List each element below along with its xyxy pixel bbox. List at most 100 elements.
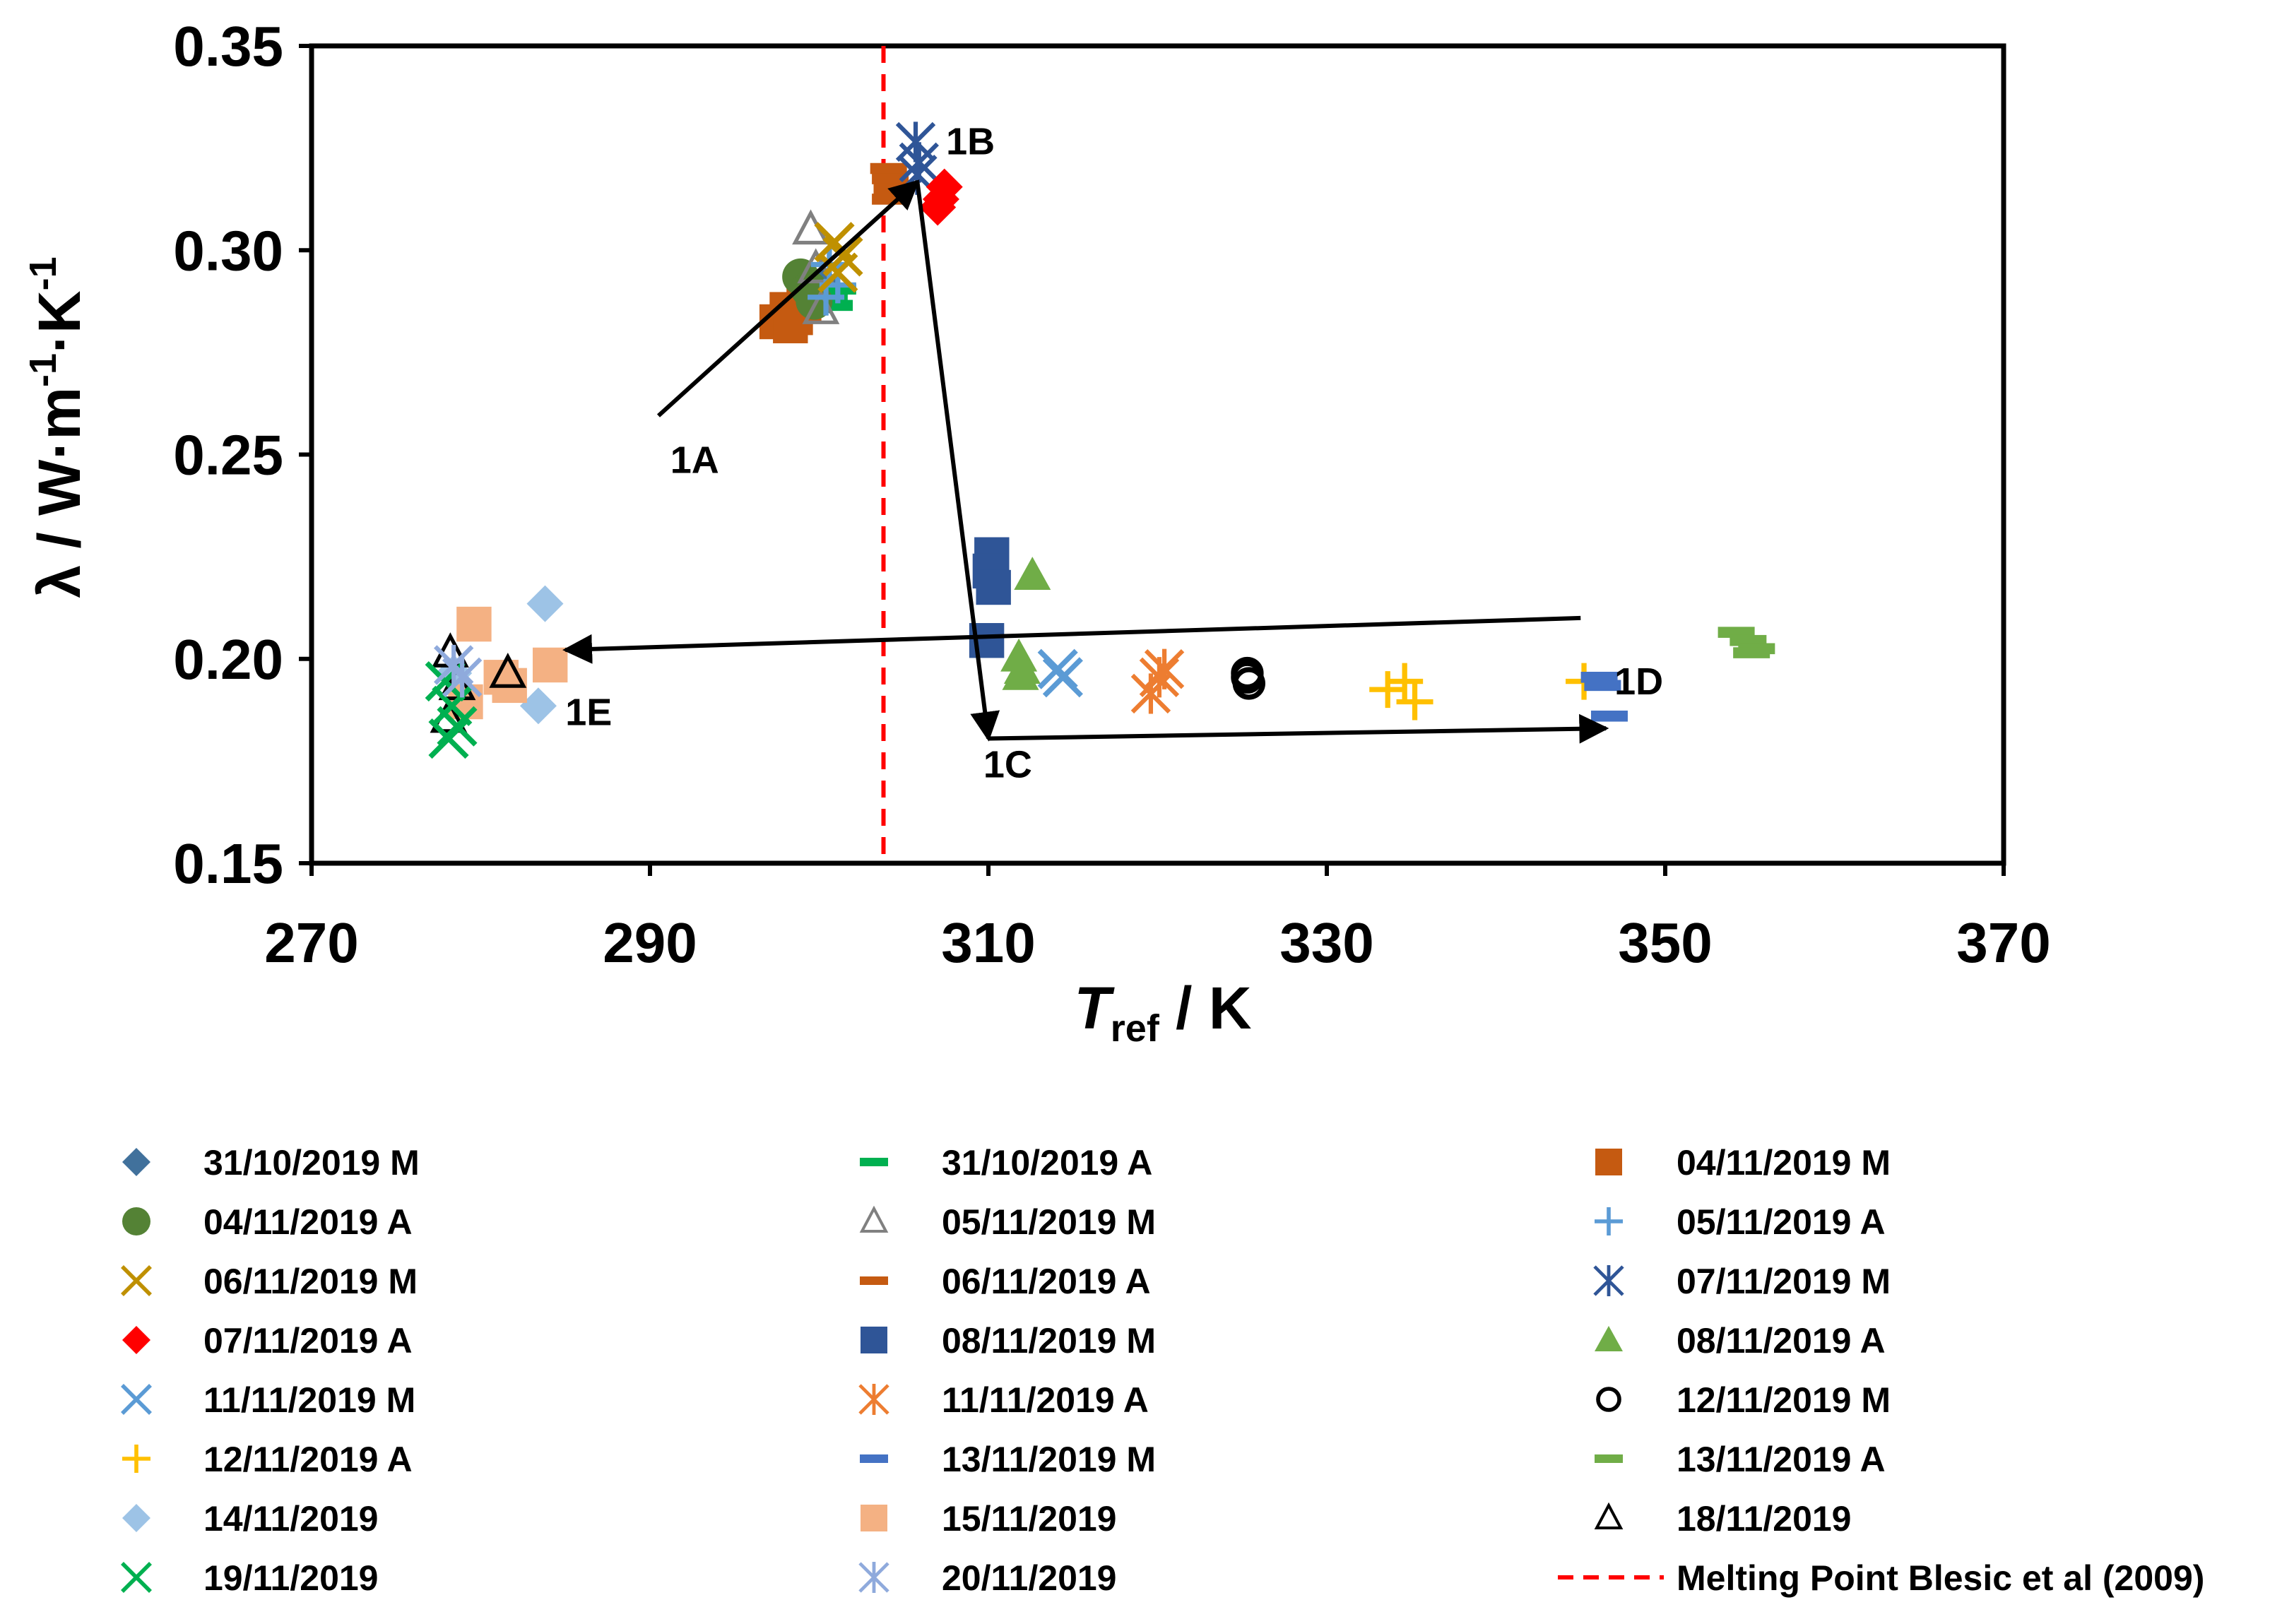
legend-label: 06/11/2019 A [942, 1262, 1151, 1301]
data-point-s12-1 [1042, 657, 1083, 698]
legend-marker [860, 1276, 888, 1285]
data-point-s16-1 [1584, 680, 1621, 692]
legend-item: 04/11/2019 M [1595, 1143, 1891, 1183]
legend-marker [121, 1384, 152, 1415]
legend-marker [861, 1505, 887, 1531]
legend-label: 06/11/2019 M [203, 1262, 418, 1301]
y-tick-label: 0.30 [173, 219, 283, 282]
x-tick-label: 270 [264, 911, 358, 974]
y-axis-ticks: 0.15 0.20 0.25 0.30 0.35 [173, 15, 312, 895]
legend-label: 05/11/2019 M [942, 1202, 1156, 1242]
legend-marker [122, 1207, 150, 1235]
annotation-1b: 1B [946, 120, 995, 162]
annotation-1e: 1E [565, 691, 612, 733]
x-tick-label: 290 [603, 911, 697, 974]
legend-item: 08/11/2019 M [861, 1321, 1156, 1361]
legend-label: 15/11/2019 [942, 1499, 1117, 1539]
legend-item: 18/11/2019 [1594, 1499, 1852, 1539]
x-tick-label: 330 [1279, 911, 1373, 974]
legend-marker [861, 1327, 887, 1353]
y-tick-label: 0.35 [173, 15, 283, 78]
legend-marker [1596, 1387, 1621, 1412]
legend-label: 13/11/2019 M [942, 1440, 1156, 1479]
legend-marker [122, 1148, 150, 1176]
data-point-s13-2 [1139, 657, 1180, 698]
data-point-s9-2 [919, 189, 957, 226]
legend-marker [1595, 1207, 1623, 1235]
annotation-1c: 1C [983, 744, 1032, 786]
legend-item: 08/11/2019 A [1595, 1321, 1886, 1361]
data-point-s6-2 [817, 252, 858, 293]
legend-item: 13/11/2019 A [1595, 1440, 1886, 1479]
data-point-s15-2 [1396, 683, 1433, 721]
legend-label: Melting Point Blesic et al (2009) [1677, 1558, 2204, 1598]
data-point-s15-1 [1386, 663, 1424, 700]
data-point-s17-3 [1733, 647, 1770, 658]
legend-item: 11/11/2019 M [121, 1380, 415, 1420]
y-tick-label: 0.20 [173, 628, 283, 691]
arrow-2 [988, 713, 1609, 744]
data-point-s3-2 [796, 283, 833, 320]
y-axis-title-sup1: -1 [22, 353, 64, 387]
y-axis-title: λ / W·m-1·K-1 [22, 256, 93, 598]
y-tick-label: 0.15 [173, 832, 283, 895]
legend-label: 19/11/2019 [203, 1558, 379, 1598]
arrow-3 [562, 615, 1581, 664]
legend-label: 05/11/2019 A [1677, 1202, 1886, 1242]
plot-area [309, 43, 2006, 866]
legend-item: 06/11/2019 M [121, 1262, 418, 1301]
legend-marker [1595, 1326, 1623, 1351]
legend-label: 13/11/2019 A [1677, 1440, 1886, 1479]
annotation-1a: 1A [670, 439, 719, 482]
data-point-s18-1 [519, 687, 557, 725]
annotation-labels: 1A 1B 1C 1D 1E [565, 120, 1663, 786]
legend-label: 11/11/2019 M [203, 1380, 415, 1420]
legend-item: 06/11/2019 A [860, 1262, 1151, 1301]
data-point-s19-1 [532, 647, 568, 683]
data-point-s14-2 [1231, 656, 1264, 690]
legend-label: 04/11/2019 M [1677, 1143, 1891, 1183]
arrow-0 [656, 179, 920, 417]
data-point-s7-0 [870, 162, 907, 174]
legend-item: 07/11/2019 A [122, 1321, 413, 1361]
legend-marker [122, 1326, 150, 1354]
legend-label: 31/10/2019 A [942, 1143, 1152, 1183]
legend-item: 19/11/2019 [121, 1558, 379, 1598]
legend-label: 08/11/2019 A [1677, 1321, 1886, 1361]
legend-marker [121, 1265, 152, 1296]
legend-item: 13/11/2019 M [860, 1440, 1156, 1479]
legend-label: 07/11/2019 A [203, 1321, 413, 1361]
y-tick-label: 0.25 [173, 424, 283, 487]
legend: 31/10/2019 M 31/10/2019 A 04/11/2019 M 04/1… [121, 1143, 2204, 1598]
data-point-s19-0 [456, 606, 492, 642]
legend-item: 05/11/2019 A [1595, 1202, 1886, 1242]
legend-label: 14/11/2019 [203, 1499, 379, 1539]
legend-marker [122, 1445, 150, 1473]
legend-label: 11/11/2019 A [942, 1380, 1149, 1420]
x-axis-ticks: 270 290 310 330 350 370 [264, 863, 2051, 974]
data-point-s21-2 [437, 706, 478, 747]
legend-marker [860, 1158, 888, 1166]
data-point-s4-2 [802, 289, 840, 324]
legend-item: 31/10/2019 M [122, 1143, 420, 1183]
data-point-s15-0 [1369, 671, 1407, 709]
legend-item: 04/11/2019 A [122, 1202, 413, 1242]
legend-item: 15/11/2019 [861, 1499, 1117, 1539]
data-point-s10-2 [976, 569, 1011, 605]
x-axis-title-symbol: T [1074, 975, 1115, 1041]
legend-marker [1595, 1149, 1622, 1175]
data-point-s16-2 [1590, 710, 1628, 722]
data-point-s11-3 [1002, 656, 1039, 690]
legend-item: 11/11/2019 A [858, 1380, 1149, 1420]
y-axis-title-mid: ·K [26, 290, 93, 353]
x-tick-label: 350 [1618, 911, 1712, 974]
legend-label: 20/11/2019 [942, 1558, 1117, 1598]
legend-item: 20/11/2019 [858, 1558, 1117, 1598]
legend-label: 31/10/2019 M [203, 1143, 420, 1183]
data-point-s20-0 [489, 653, 527, 688]
legend-item: 12/11/2019 A [122, 1440, 413, 1479]
legend-item: 12/11/2019 M [1596, 1380, 1891, 1420]
x-tick-label: 310 [941, 911, 1035, 974]
x-axis-title-subscript: ref [1111, 1007, 1160, 1050]
legend-marker [1593, 1265, 1624, 1296]
